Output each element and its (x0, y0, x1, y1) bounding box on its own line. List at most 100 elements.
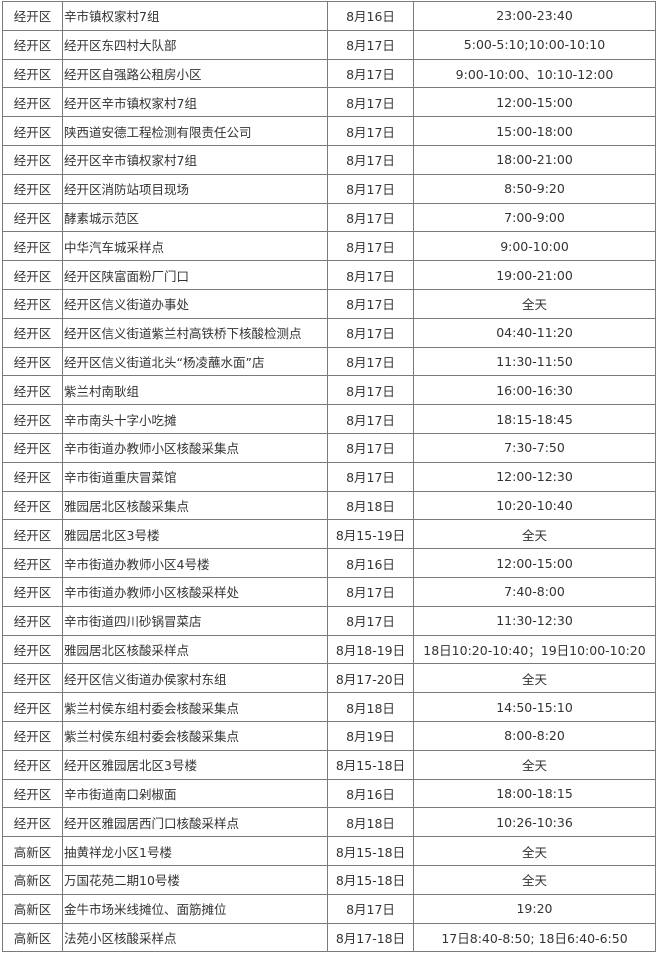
location-cell: 经开区信义街道北头“杨凌蘸水面”店 (62, 346, 328, 377)
table-row: 经开区 辛市街道办教师小区核酸采样处 8月17日 7:40-8:00 (2, 576, 656, 607)
location-cell: 经开区消防站项目现场 (62, 173, 328, 204)
table-row: 经开区 中华汽车城采样点 8月17日 9:00-10:00 (2, 231, 656, 262)
district-cell: 经开区 (2, 519, 63, 550)
district-cell: 经开区 (2, 749, 63, 780)
district-cell: 经开区 (2, 173, 63, 204)
date-cell: 8月15-18日 (327, 836, 414, 866)
district-cell: 经开区 (2, 58, 63, 89)
date-cell: 8月17日 (327, 116, 414, 146)
table-row: 经开区 经开区信义街道北头“杨凌蘸水面”店 8月17日 11:30-11:50 (2, 346, 656, 377)
location-cell: 雅园居北区核酸采集点 (62, 490, 328, 521)
district-cell: 经开区 (2, 778, 63, 809)
location-cell: 经开区信义街道紫兰村高铁桥下核酸检测点 (62, 317, 328, 348)
location-cell: 经开区辛市镇权家村7组 (62, 87, 328, 118)
district-cell: 经开区 (2, 260, 63, 290)
location-cell: 抽黄祥龙小区1号楼 (62, 836, 328, 866)
time-cell: 全天 (413, 663, 656, 694)
district-cell: 高新区 (2, 864, 63, 895)
district-cell: 经开区 (2, 144, 63, 175)
table-row: 经开区 辛市街道四川砂锅冒菜店 8月17日 11:30-12:30 (2, 605, 656, 636)
table-row: 经开区 经开区雅园居西门口核酸采样点 8月18日 10:26-10:36 (2, 807, 656, 838)
time-cell: 12:00-12:30 (413, 461, 656, 492)
district-cell: 经开区 (2, 807, 63, 838)
district-cell: 经开区 (2, 116, 63, 146)
table-row: 经开区 辛市街道办教师小区4号楼 8月16日 12:00-15:00 (2, 548, 656, 578)
district-cell: 经开区 (2, 202, 63, 233)
table-row: 经开区 辛市街道南口剁椒面 8月16日 18:00-18:15 (2, 778, 656, 809)
district-cell: 经开区 (2, 432, 63, 463)
district-cell: 高新区 (2, 836, 63, 866)
location-cell: 雅园居北区核酸采样点 (62, 634, 328, 665)
table-row: 经开区 辛市镇权家村7组 8月16日 23:00-23:40 (2, 1, 656, 31)
date-cell: 8月17日 (327, 202, 414, 233)
table-row: 高新区 抽黄祥龙小区1号楼 8月15-18日 全天 (2, 836, 656, 866)
time-cell: 18:15-18:45 (413, 404, 656, 434)
location-cell: 经开区雅园居西门口核酸采样点 (62, 807, 328, 838)
table-row: 高新区 法苑小区核酸采样点 8月17-18日 17日8:40-8:50; 18日6:4… (2, 922, 656, 953)
location-cell: 陕西道安德工程检测有限责任公司 (62, 116, 328, 146)
table-row: 经开区 经开区信义街道紫兰村高铁桥下核酸检测点 8月17日 04:40-11:20 (2, 317, 656, 348)
district-cell: 经开区 (2, 490, 63, 521)
location-cell: 经开区雅园居北区3号楼 (62, 749, 328, 780)
time-cell: 19:20 (413, 893, 656, 924)
time-cell: 18:00-21:00 (413, 144, 656, 175)
time-cell: 全天 (413, 749, 656, 780)
date-cell: 8月17日 (327, 58, 414, 89)
date-cell: 8月17日 (327, 432, 414, 463)
date-cell: 8月15-18日 (327, 864, 414, 895)
table-row: 经开区 雅园居北区核酸采样点 8月18-19日 18日10:20-10:40；19日1… (2, 634, 656, 665)
time-cell: 12:00-15:00 (413, 87, 656, 118)
district-cell: 经开区 (2, 548, 63, 578)
time-cell: 14:50-15:10 (413, 692, 656, 722)
time-cell: 全天 (413, 864, 656, 895)
district-cell: 经开区 (2, 288, 63, 319)
district-cell: 经开区 (2, 317, 63, 348)
district-cell: 经开区 (2, 461, 63, 492)
table-row: 经开区 经开区辛市镇权家村7组 8月17日 18:00-21:00 (2, 144, 656, 175)
time-cell: 7:40-8:00 (413, 576, 656, 607)
table-row: 经开区 经开区雅园居北区3号楼 8月15-18日 全天 (2, 749, 656, 780)
table-row: 经开区 紫兰村侯东组村委会核酸采集点 8月19日 8:00-8:20 (2, 720, 656, 751)
time-cell: 全天 (413, 836, 656, 866)
location-cell: 辛市街道重庆冒菜馆 (62, 461, 328, 492)
location-cell: 辛市镇权家村7组 (62, 1, 328, 31)
district-cell: 高新区 (2, 922, 63, 953)
table-row: 经开区 紫兰村侯东组村委会核酸采集点 8月18日 14:50-15:10 (2, 692, 656, 722)
location-cell: 经开区陕富面粉厂门口 (62, 260, 328, 290)
district-cell: 经开区 (2, 375, 63, 406)
date-cell: 8月17日 (327, 288, 414, 319)
time-cell: 5:00-5:10;10:00-10:10 (413, 29, 656, 60)
location-cell: 经开区信义街道办事处 (62, 288, 328, 319)
table-row: 经开区 经开区陕富面粉厂门口 8月17日 19:00-21:00 (2, 260, 656, 290)
time-cell: 7:30-7:50 (413, 432, 656, 463)
time-cell: 7:00-9:00 (413, 202, 656, 233)
district-cell: 经开区 (2, 404, 63, 434)
date-cell: 8月17日 (327, 461, 414, 492)
date-cell: 8月17日 (327, 346, 414, 377)
table-row: 经开区 经开区东四村大队部 8月17日 5:00-5:10;10:00-10:10 (2, 29, 656, 60)
time-cell: 9:00-10:00、10:10-12:00 (413, 58, 656, 89)
date-cell: 8月17日 (327, 260, 414, 290)
date-cell: 8月18日 (327, 807, 414, 838)
location-cell: 万国花苑二期10号楼 (62, 864, 328, 895)
location-cell: 经开区东四村大队部 (62, 29, 328, 60)
table-row: 经开区 辛市街道办教师小区核酸采集点 8月17日 7:30-7:50 (2, 432, 656, 463)
district-cell: 经开区 (2, 231, 63, 262)
district-cell: 经开区 (2, 29, 63, 60)
district-cell: 经开区 (2, 692, 63, 722)
time-cell: 23:00-23:40 (413, 1, 656, 31)
district-cell: 经开区 (2, 1, 63, 31)
time-cell: 8:50-9:20 (413, 173, 656, 204)
district-cell: 经开区 (2, 634, 63, 665)
location-cell: 辛市街道办教师小区核酸采集点 (62, 432, 328, 463)
time-cell: 15:00-18:00 (413, 116, 656, 146)
time-cell: 04:40-11:20 (413, 317, 656, 348)
date-cell: 8月19日 (327, 720, 414, 751)
date-cell: 8月16日 (327, 548, 414, 578)
location-cell: 中华汽车城采样点 (62, 231, 328, 262)
time-cell: 19:00-21:00 (413, 260, 656, 290)
date-cell: 8月16日 (327, 1, 414, 31)
time-cell: 12:00-15:00 (413, 548, 656, 578)
time-cell: 18日10:20-10:40；19日10:00-10:20 (413, 634, 656, 665)
